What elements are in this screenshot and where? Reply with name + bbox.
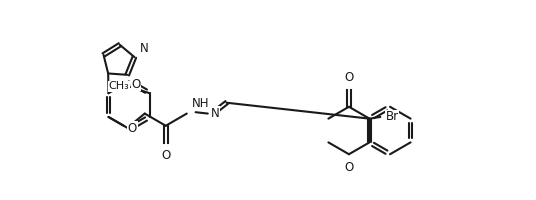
Text: N: N [139, 42, 148, 55]
Text: NH: NH [191, 97, 209, 110]
Text: O: O [344, 161, 354, 174]
Text: O: O [128, 122, 137, 135]
Text: O: O [131, 78, 140, 91]
Text: O: O [344, 71, 354, 84]
Text: O: O [161, 149, 170, 162]
Text: Br: Br [386, 110, 399, 123]
Text: N: N [211, 107, 219, 120]
Text: CH₃: CH₃ [108, 81, 129, 91]
